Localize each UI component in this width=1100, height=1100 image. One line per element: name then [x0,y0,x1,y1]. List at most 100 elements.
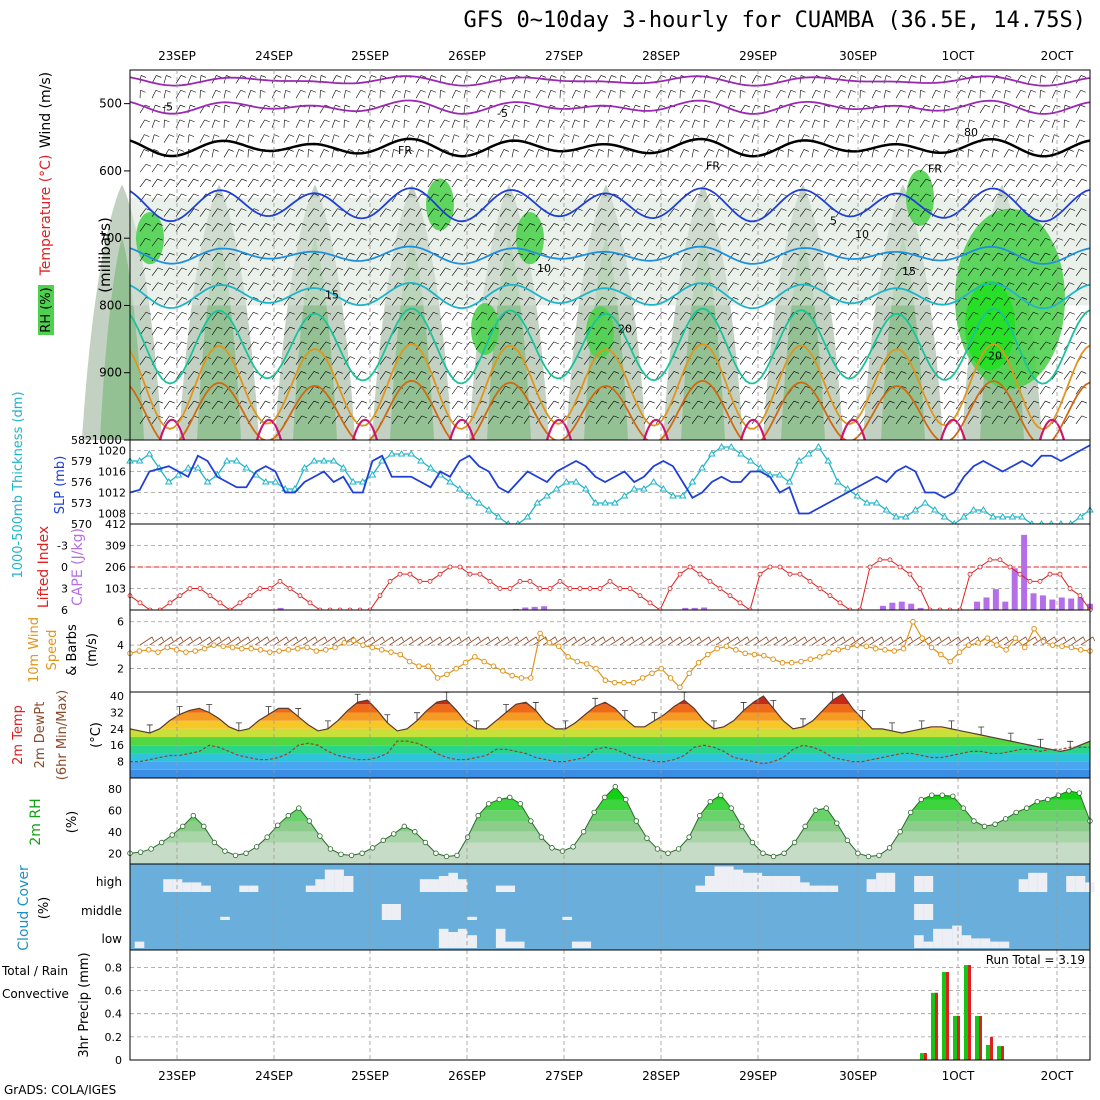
slp-ylabel: SLP (mb) [53,456,68,515]
wind-barb [403,178,416,188]
wind-barb [367,178,379,188]
wind-barb [931,104,941,114]
cape-bar [1068,598,1075,610]
wind-barb [883,371,896,380]
temp-band [130,728,1090,738]
cloud-ylabel-2: (%) [37,897,52,920]
wind-barb [631,208,643,217]
cloud-bar-high [790,876,801,892]
cape-bar [1030,593,1037,610]
wind-barb [511,341,523,351]
wind-barb [667,163,679,173]
rh-point [180,823,186,830]
wind-barb [427,297,439,306]
wind-barb [847,297,859,306]
wind-barb [883,163,895,173]
wind-barb [559,163,572,173]
wind-barb [379,267,391,277]
cape-bar [1021,534,1028,610]
isotherm-30 [129,379,1091,447]
wind-barb [955,134,965,143]
wind-barb [415,89,426,99]
wind-barb [451,326,463,336]
wind-barb [259,415,271,425]
wind-barb [583,193,596,203]
rh-point [580,829,587,835]
wind-barb [1015,178,1027,188]
wind-barb [631,89,641,99]
wind-barb [163,341,176,351]
wind-barb [379,356,391,365]
wind-barb [283,149,294,158]
wind-barb [595,267,608,277]
wind-barb [787,193,799,203]
cloud-bar-low [514,941,525,948]
wind-barb [307,237,320,247]
wind-barb [883,267,895,277]
wind-barb [235,104,246,114]
wind-barb [715,326,727,336]
surface-wind-barb [1051,636,1067,646]
wind-barb [427,134,435,143]
isotherm-30-lobe [158,418,186,441]
wind-barb [799,415,811,425]
wind-barb [343,311,355,321]
wind-speed-point [322,647,329,653]
wind-barb [415,237,427,247]
surface-wind-barb [1080,636,1096,646]
wind-barb [847,119,855,128]
wind-barb [883,341,896,351]
temp-minmax [295,708,302,717]
wind-speed-point [481,658,487,665]
thickness-series-point [320,457,328,464]
cloud-bar-middle [391,904,401,920]
wind-barb [931,326,943,336]
temp-minmax [146,724,153,733]
wind-barb [367,341,379,351]
wind-barb [943,400,955,410]
wind-barb [739,208,751,217]
wind-barb [763,163,775,173]
wind-barb [619,193,632,203]
wind-barb [571,119,580,128]
thickness-series-point [533,499,542,506]
surface-wind-barb [619,636,635,646]
wind-barb [871,193,883,203]
wind-barb [247,119,255,128]
wind-barb [607,341,619,351]
wind-barb [439,208,451,217]
rh-point [222,848,228,854]
x-tick-label-top: 28SEP [642,49,680,63]
wind-barb [307,252,320,262]
wind-barb [763,193,776,203]
wind-barb [895,371,907,380]
thickness-series-point [882,506,891,513]
wind-barb [487,223,500,232]
wind-barb [679,415,691,425]
wind-barb [967,415,979,425]
wind-barb [175,237,187,247]
wind-barb [583,208,596,217]
wind-barb [343,119,350,128]
rh-point [190,812,196,819]
wind-speed-point [500,668,506,674]
wind-barb [163,178,176,188]
wind-barb [391,371,403,380]
wind-barb [499,341,512,351]
cloud-ylabel-1: Cloud Cover [16,865,32,951]
wind-barb [1003,119,1010,128]
wind-barb [991,178,1003,188]
wind-barb [823,297,835,306]
wind-barb [523,252,535,262]
wind-barb [427,163,439,173]
wind-barb [895,297,908,306]
lifted-index-point [467,571,473,577]
wind-barb [655,311,668,321]
precip-run-total: Run Total = 3.19 [986,953,1085,967]
wind-barb [859,267,871,277]
wind-barb [547,356,560,365]
wind-barb [415,297,428,306]
wind-barb [571,311,583,321]
surface-wind-barb [878,636,894,646]
wind-barb [151,163,163,173]
